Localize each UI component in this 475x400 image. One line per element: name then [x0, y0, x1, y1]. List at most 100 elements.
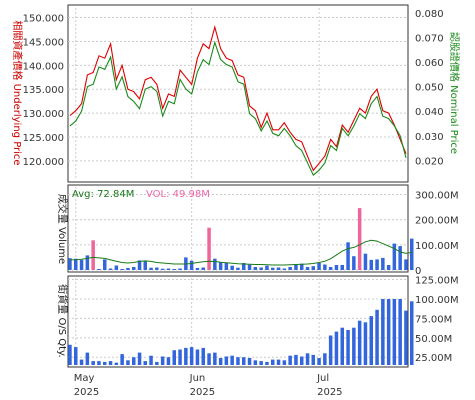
volume-bar: [323, 264, 327, 270]
outstanding-bar: [149, 355, 153, 365]
outstanding-bar: [85, 352, 90, 365]
volume-bar: [363, 253, 368, 270]
price-left-tick: 120.000: [23, 157, 64, 168]
outstanding-bar: [195, 349, 200, 365]
volume-bar: [242, 263, 246, 270]
outstanding-bar: [213, 352, 217, 365]
outstanding-bar: [253, 360, 258, 365]
outstanding-bar: [404, 310, 408, 365]
volume-bars: [68, 208, 414, 270]
outstanding-bar: [340, 327, 344, 365]
outstanding-bar: [236, 357, 240, 365]
outstanding-tick: 100.00M: [415, 295, 459, 306]
outstanding-bar: [218, 358, 223, 365]
outstanding-bar: [300, 356, 304, 365]
volume-bar: [114, 265, 119, 270]
outstanding-bar: [346, 330, 350, 365]
outstanding-bar: [265, 361, 269, 365]
outstanding-bar: [74, 347, 78, 365]
outstanding-bar: [352, 327, 356, 365]
price-left-tick: 140.000: [23, 61, 64, 72]
volume-bar: [311, 266, 315, 270]
outstanding-bar: [120, 354, 124, 365]
volume-bar: [288, 267, 292, 270]
price-left-tick: 135.000: [23, 85, 64, 96]
outstanding-axis-label: 街貨量 O/S Qty.: [56, 284, 69, 357]
volume-bar: [126, 268, 130, 270]
outstanding-bar: [172, 350, 176, 365]
outstanding-bar: [137, 352, 142, 365]
outstanding-bar: [363, 322, 368, 365]
volume-tick: 0: [415, 266, 421, 277]
outstanding-tick: 75.00M: [415, 314, 452, 325]
volume-avg-label: Avg: 72.84M: [72, 189, 134, 200]
volume-bar: [137, 260, 142, 270]
volume-bar: [68, 258, 72, 270]
outstanding-bar: [178, 349, 182, 365]
outstanding-bar: [97, 361, 101, 365]
volume-bar: [85, 255, 90, 270]
volume-bar: [224, 263, 229, 270]
outstanding-bar: [184, 347, 188, 365]
volume-bar: [143, 261, 147, 270]
outstanding-bar: [282, 360, 287, 365]
outstanding-bar: [375, 309, 379, 365]
warrant-price-line: [69, 40, 407, 176]
outstanding-bar: [230, 355, 234, 365]
volume-bar: [247, 264, 252, 270]
volume-bar: [352, 256, 356, 270]
price-left-tick-labels: 150.000 145.000 140.000 135.000 130.000 125.0…: [23, 14, 64, 168]
volume-bar: [357, 208, 362, 270]
price-right-axis-label: 認股證價格 Nominal Price: [448, 32, 461, 154]
volume-bar: [282, 268, 287, 270]
volume-bar: [386, 265, 391, 270]
volume-bar: [265, 265, 269, 270]
outstanding-bar: [103, 361, 107, 365]
outstanding-bar: [410, 301, 414, 365]
x-axis-tick-labels: May 2025 Jun 2025 Jul 2025: [74, 373, 343, 398]
outstanding-bar: [189, 347, 194, 365]
outstanding-bar: [328, 335, 333, 365]
volume-bar: [398, 246, 402, 270]
volume-bar: [195, 268, 200, 270]
volume-average-line: [69, 239, 412, 266]
price-panel-frame: [67, 4, 409, 183]
x-tick-year: 2025: [317, 387, 342, 398]
outstanding-bar: [207, 353, 211, 365]
outstanding-bar: [114, 362, 119, 365]
x-tick-year: 2025: [190, 387, 215, 398]
outstanding-bar: [259, 361, 263, 365]
outstanding-bar: [166, 357, 171, 365]
volume-vol-label: VOL: 49.98M: [146, 189, 210, 200]
volume-tick: 300.00M: [415, 191, 459, 202]
outstanding-tick: 25.00M: [415, 353, 452, 364]
outstanding-bar: [91, 361, 95, 365]
volume-bar: [132, 267, 136, 270]
volume-bar: [253, 267, 258, 270]
outstanding-bar: [108, 361, 113, 365]
outstanding-bar: [381, 299, 385, 365]
volume-bar: [79, 259, 84, 270]
volume-bar: [276, 267, 281, 270]
volume-bar: [369, 259, 373, 270]
volume-tick: 200.00M: [415, 216, 459, 227]
price-right-tick: 0.060: [415, 58, 444, 69]
volume-bar: [375, 259, 379, 270]
volume-bar: [340, 265, 344, 270]
volume-bar: [74, 258, 78, 270]
outstanding-bar: [386, 299, 391, 365]
outstanding-bar: [242, 357, 246, 365]
outstanding-bar: [132, 357, 136, 365]
outstanding-bar: [305, 353, 310, 365]
outstanding-bar: [126, 360, 130, 365]
volume-bar: [259, 267, 263, 270]
volume-bar: [207, 227, 211, 270]
volume-bar: [218, 262, 223, 270]
outstanding-bar: [79, 359, 84, 365]
outstanding-bar: [317, 358, 321, 365]
volume-bar: [410, 238, 414, 270]
volume-bar: [108, 268, 113, 270]
outstanding-panel-frame: [67, 275, 409, 368]
volume-bar: [346, 242, 350, 270]
